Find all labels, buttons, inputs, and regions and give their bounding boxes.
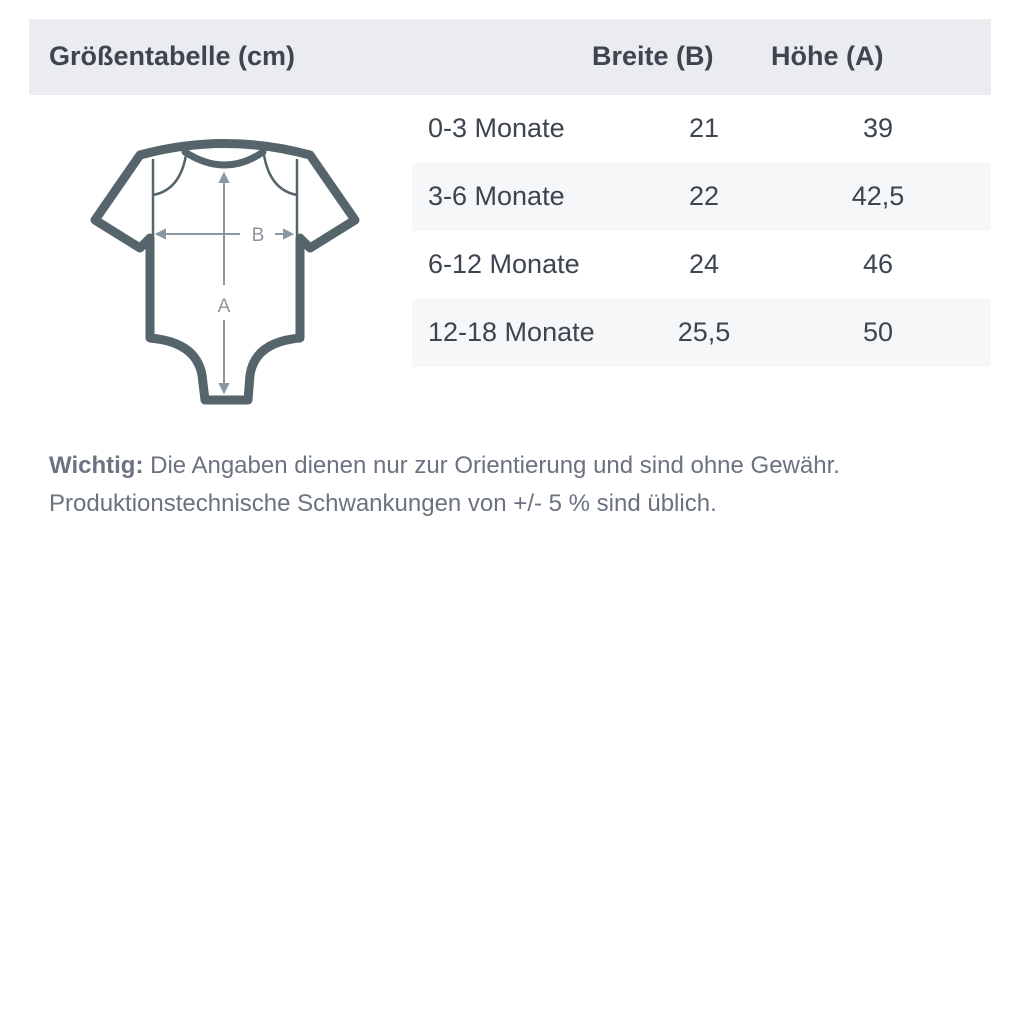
height-cell: 42,5 xyxy=(851,181,905,211)
height-cell: 39 xyxy=(862,113,894,143)
page-title: Größentabelle (cm) xyxy=(49,41,296,71)
width-cell: 22 xyxy=(688,181,720,211)
size-cell: 6-12 Monate xyxy=(428,249,580,279)
table-row: 12-18 Monate 25,5 50 xyxy=(412,299,991,367)
note-line-1: Die Angaben dienen nur zur Orientierung … xyxy=(150,452,840,479)
column-header-height: Höhe (A) xyxy=(771,41,884,71)
table-row: 3-6 Monate 22 42,5 xyxy=(412,163,991,231)
size-cell: 3-6 Monate xyxy=(428,181,565,211)
width-cell: 24 xyxy=(688,249,720,279)
baby-bodysuit-icon: B A xyxy=(90,139,360,405)
height-cell: 46 xyxy=(862,249,894,279)
width-cell: 25,5 xyxy=(677,317,731,347)
size-table: 0-3 Monate 21 39 3-6 Monate 22 42,5 6-12… xyxy=(412,95,991,367)
column-header-width: Breite (B) xyxy=(592,41,714,71)
height-cell: 50 xyxy=(862,317,894,347)
table-header: Größentabelle (cm) Breite (B) Höhe (A) xyxy=(29,19,991,95)
label-a: A xyxy=(218,296,231,317)
table-row: 0-3 Monate 21 39 xyxy=(412,95,991,163)
width-cell: 21 xyxy=(688,113,720,143)
size-cell: 0-3 Monate xyxy=(428,113,565,143)
table-row: 6-12 Monate 24 46 xyxy=(412,231,991,299)
size-cell: 12-18 Monate xyxy=(428,317,595,347)
label-b: B xyxy=(252,225,265,246)
disclaimer-note: Wichtig: Die Angaben dienen nur zur Orie… xyxy=(49,447,989,523)
note-label: Wichtig: xyxy=(49,452,144,479)
note-line-2: Produktionstechnische Schwankungen von +… xyxy=(49,490,717,517)
